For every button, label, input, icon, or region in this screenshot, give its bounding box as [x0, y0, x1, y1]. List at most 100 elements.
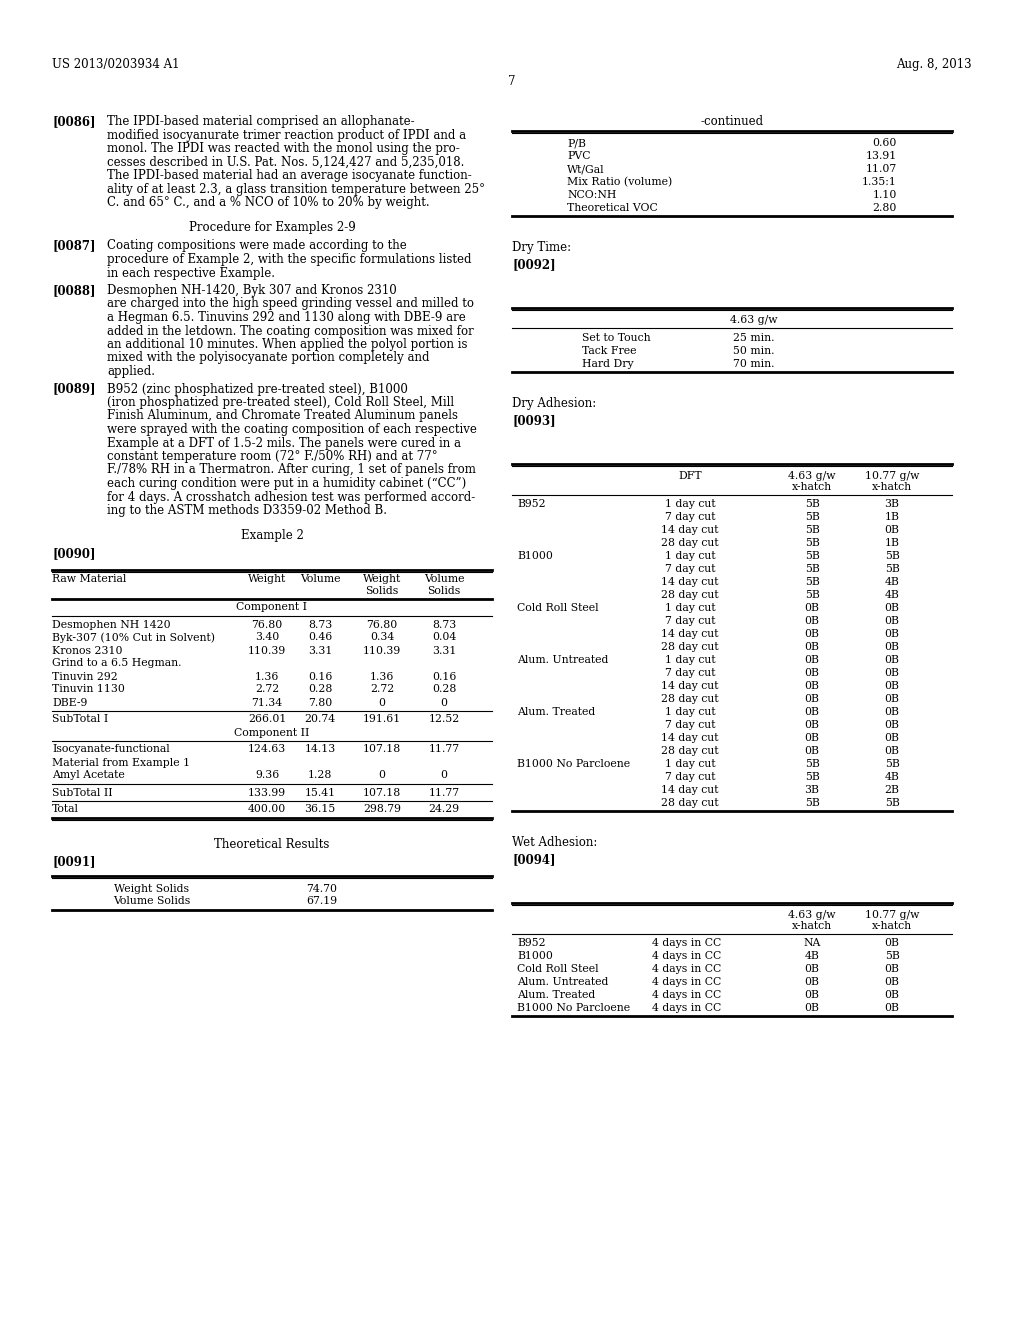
Text: 11.77: 11.77: [428, 744, 460, 755]
Text: 0B: 0B: [885, 977, 899, 987]
Text: 50 min.: 50 min.: [733, 346, 775, 356]
Text: 0B: 0B: [885, 708, 899, 717]
Text: Wet Adhesion:: Wet Adhesion:: [512, 836, 597, 849]
Text: Amyl Acetate: Amyl Acetate: [52, 771, 125, 780]
Text: [0091]: [0091]: [52, 855, 95, 869]
Text: Example 2: Example 2: [241, 529, 303, 543]
Text: 0B: 0B: [885, 694, 899, 704]
Text: 9.36: 9.36: [255, 771, 280, 780]
Text: 20.74: 20.74: [304, 714, 336, 725]
Text: P/B: P/B: [567, 139, 586, 148]
Text: 4B: 4B: [885, 772, 899, 781]
Text: B1000: B1000: [517, 550, 553, 561]
Text: 0: 0: [379, 697, 385, 708]
Text: PVC: PVC: [567, 150, 591, 161]
Text: 7.80: 7.80: [308, 697, 332, 708]
Text: 28 day cut: 28 day cut: [662, 746, 719, 756]
Text: Example at a DFT of 1.5-2 mils. The panels were cured in a: Example at a DFT of 1.5-2 mils. The pane…: [106, 437, 461, 450]
Text: 0B: 0B: [805, 616, 819, 626]
Text: [0092]: [0092]: [512, 257, 556, 271]
Text: 1 day cut: 1 day cut: [665, 655, 716, 665]
Text: 3B: 3B: [885, 499, 899, 510]
Text: Procedure for Examples 2-9: Procedure for Examples 2-9: [188, 222, 355, 235]
Text: ality of at least 2.3, a glass transition temperature between 25°: ality of at least 2.3, a glass transitio…: [106, 182, 485, 195]
Text: Byk-307 (10% Cut in Solvent): Byk-307 (10% Cut in Solvent): [52, 632, 215, 643]
Text: 0.46: 0.46: [308, 632, 332, 643]
Text: -continued: -continued: [700, 115, 764, 128]
Text: Alum. Treated: Alum. Treated: [517, 708, 595, 717]
Text: 0.60: 0.60: [872, 139, 897, 148]
Text: 0B: 0B: [805, 1003, 819, 1012]
Text: a Hegman 6.5. Tinuvins 292 and 1130 along with DBE-9 are: a Hegman 6.5. Tinuvins 292 and 1130 alon…: [106, 312, 466, 323]
Text: 0: 0: [440, 697, 447, 708]
Text: 36.15: 36.15: [304, 804, 336, 814]
Text: 0B: 0B: [885, 630, 899, 639]
Text: (iron phosphatized pre-treated steel), Cold Roll Steel, Mill: (iron phosphatized pre-treated steel), C…: [106, 396, 454, 409]
Text: procedure of Example 2, with the specific formulations listed: procedure of Example 2, with the specifi…: [106, 253, 471, 267]
Text: Material from Example 1: Material from Example 1: [52, 758, 190, 767]
Text: Alum. Untreated: Alum. Untreated: [517, 655, 608, 665]
Text: Desmophen NH-1420, Byk 307 and Kronos 2310: Desmophen NH-1420, Byk 307 and Kronos 23…: [106, 284, 396, 297]
Text: Alum. Untreated: Alum. Untreated: [517, 977, 608, 987]
Text: 0B: 0B: [885, 1003, 899, 1012]
Text: x-hatch: x-hatch: [872, 921, 912, 931]
Text: 5B: 5B: [805, 577, 819, 587]
Text: B952 (zinc phosphatized pre-treated steel), B1000: B952 (zinc phosphatized pre-treated stee…: [106, 383, 408, 396]
Text: B952: B952: [517, 939, 546, 948]
Text: 0B: 0B: [805, 630, 819, 639]
Text: Volume: Volume: [300, 574, 340, 585]
Text: 0B: 0B: [805, 681, 819, 690]
Text: Weight: Weight: [362, 574, 401, 585]
Text: 0B: 0B: [885, 616, 899, 626]
Text: [0088]: [0088]: [52, 284, 95, 297]
Text: Isocyanate-functional: Isocyanate-functional: [52, 744, 170, 755]
Text: 1.36: 1.36: [370, 672, 394, 681]
Text: 4B: 4B: [885, 577, 899, 587]
Text: NCO:NH: NCO:NH: [567, 190, 616, 201]
Text: for 4 days. A crosshatch adhesion test was performed accord-: for 4 days. A crosshatch adhesion test w…: [106, 491, 475, 503]
Text: 1 day cut: 1 day cut: [665, 759, 716, 770]
Text: 0B: 0B: [885, 733, 899, 743]
Text: applied.: applied.: [106, 366, 155, 378]
Text: 13.91: 13.91: [865, 150, 897, 161]
Text: 5B: 5B: [885, 759, 899, 770]
Text: B1000: B1000: [517, 950, 553, 961]
Text: C. and 65° C., and a % NCO of 10% to 20% by weight.: C. and 65° C., and a % NCO of 10% to 20%…: [106, 195, 430, 209]
Text: Tinuvin 1130: Tinuvin 1130: [52, 685, 125, 694]
Text: Volume Solids: Volume Solids: [114, 896, 190, 907]
Text: 2.80: 2.80: [872, 203, 897, 213]
Text: 28 day cut: 28 day cut: [662, 694, 719, 704]
Text: Weight Solids: Weight Solids: [115, 883, 189, 894]
Text: F./78% RH in a Thermatron. After curing, 1 set of panels from: F./78% RH in a Thermatron. After curing,…: [106, 463, 476, 477]
Text: Set to Touch: Set to Touch: [582, 333, 650, 343]
Text: 5B: 5B: [805, 499, 819, 510]
Text: 10.77 g/w: 10.77 g/w: [865, 909, 920, 920]
Text: Raw Material: Raw Material: [52, 574, 126, 585]
Text: 7 day cut: 7 day cut: [665, 772, 715, 781]
Text: 14 day cut: 14 day cut: [662, 525, 719, 535]
Text: 14 day cut: 14 day cut: [662, 630, 719, 639]
Text: 0B: 0B: [805, 708, 819, 717]
Text: NA: NA: [803, 939, 820, 948]
Text: 1.35:1: 1.35:1: [862, 177, 897, 187]
Text: 3.40: 3.40: [255, 632, 280, 643]
Text: 0B: 0B: [885, 939, 899, 948]
Text: constant temperature room (72° F./50% RH) and at 77°: constant temperature room (72° F./50% RH…: [106, 450, 437, 463]
Text: Wt/Gal: Wt/Gal: [567, 164, 604, 174]
Text: 4.63 g/w: 4.63 g/w: [730, 315, 778, 325]
Text: 298.79: 298.79: [362, 804, 401, 814]
Text: 0B: 0B: [805, 642, 819, 652]
Text: 76.80: 76.80: [251, 619, 283, 630]
Text: 4.63 g/w: 4.63 g/w: [788, 909, 836, 920]
Text: 0B: 0B: [805, 603, 819, 612]
Text: 2.72: 2.72: [370, 685, 394, 694]
Text: 7 day cut: 7 day cut: [665, 564, 715, 574]
Text: SubTotal I: SubTotal I: [52, 714, 109, 725]
Text: 5B: 5B: [885, 564, 899, 574]
Text: 14 day cut: 14 day cut: [662, 785, 719, 795]
Text: [0087]: [0087]: [52, 239, 95, 252]
Text: The IPDI-based material had an average isocyanate function-: The IPDI-based material had an average i…: [106, 169, 472, 182]
Text: B1000 No Parcloene: B1000 No Parcloene: [517, 1003, 630, 1012]
Text: Weight: Weight: [248, 574, 286, 585]
Text: Aug. 8, 2013: Aug. 8, 2013: [896, 58, 972, 71]
